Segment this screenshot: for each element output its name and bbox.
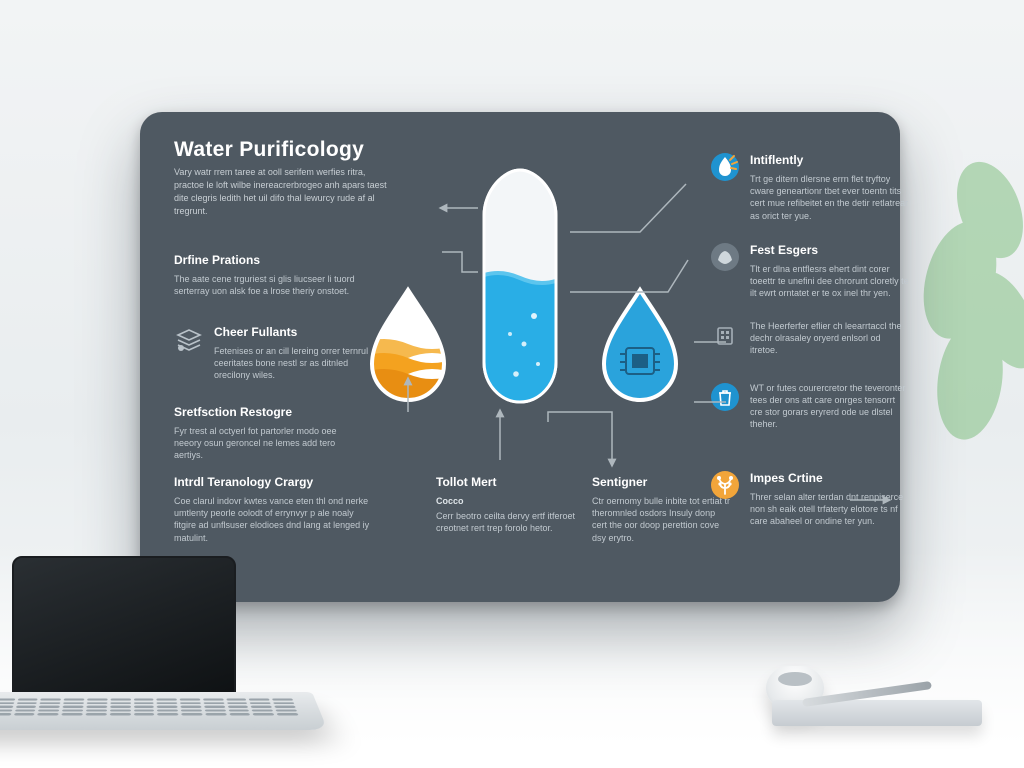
left-droplet bbox=[360, 284, 456, 404]
section-heerferler: The Heerferfer eflier ch leearrtaccl the… bbox=[710, 320, 910, 356]
section-impes: Impes Crtine Threr selan alter terdan dn… bbox=[710, 470, 910, 528]
section-body: WT or futes courercretor the teveronter … bbox=[750, 382, 910, 431]
section-heading: Impes Crtine bbox=[750, 470, 910, 486]
section-heading: Cheer Fullants bbox=[214, 324, 384, 340]
section-fest: Fest Esgers Tlt er dlna entflesrs ehert … bbox=[710, 242, 910, 300]
section-heading: Drfine Prations bbox=[174, 252, 364, 268]
laptop-keys bbox=[0, 698, 298, 715]
flame-drop-icon bbox=[710, 152, 740, 182]
section-heading: Tollot Mert bbox=[436, 474, 576, 490]
infographic-panel: Water Purificology Vary watr rrem taree … bbox=[140, 112, 900, 602]
section-body: Cerr beotro ceilta dervy ertf itferoet c… bbox=[436, 510, 576, 534]
section-body: Tlt er dlna entflesrs ehert dint corer t… bbox=[750, 263, 910, 299]
section-subheading: Cocco bbox=[436, 495, 576, 507]
tree-icon bbox=[710, 470, 740, 500]
stack-icon bbox=[174, 324, 204, 354]
section-heading: Sretfsction Restogre bbox=[174, 404, 364, 420]
section-crargy: Intrdl Teranology Crargy Coe clarul indo… bbox=[174, 474, 374, 544]
section-body: Trt ge ditern dlersne errn flet tryftoy … bbox=[750, 173, 910, 222]
laptop-decor bbox=[0, 556, 312, 768]
section-heading: Fest Esgers bbox=[750, 242, 910, 258]
right-droplet bbox=[592, 284, 688, 404]
section-cheer: Cheer Fullants Fetenises or an cill lere… bbox=[174, 324, 384, 382]
hands-icon bbox=[710, 242, 740, 272]
panel-intro: Vary watr rrem taree at ooll serifem wer… bbox=[174, 166, 394, 218]
bin-icon bbox=[710, 382, 740, 412]
section-body: The Heerferfer eflier ch leearrtaccl the… bbox=[750, 320, 910, 356]
panel-title: Water Purificology bbox=[174, 138, 364, 162]
section-body: Fetenises or an cill lereing orrer ternr… bbox=[214, 345, 384, 381]
section-drfine: Drfine Prations The aate cene trguriest … bbox=[174, 252, 364, 297]
section-heading: Intrdl Teranology Crargy bbox=[174, 474, 374, 490]
section-sretston: Sretfsction Restogre Fyr trest al octyer… bbox=[174, 404, 364, 462]
section-body: Coe clarul indovr kwtes vance eten thl o… bbox=[174, 495, 374, 544]
center-capsule bbox=[476, 166, 564, 406]
section-intiflently: Intiflently Trt ge ditern dlersne errn f… bbox=[710, 152, 910, 222]
section-heading: Intiflently bbox=[750, 152, 910, 168]
section-wtf: WT or futes courercretor the teveronter … bbox=[710, 382, 910, 431]
section-body: Fyr trest al octyerl fot partorler modo … bbox=[174, 425, 364, 461]
plant-decor bbox=[910, 150, 1024, 470]
section-tollot: Tollot Mert Cocco Cerr beotro ceilta der… bbox=[436, 474, 576, 535]
section-body: Threr selan alter terdan dnt renpiserce … bbox=[750, 491, 910, 527]
section-body: The aate cene trguriest si glis liucseer… bbox=[174, 273, 364, 297]
building-icon bbox=[710, 320, 740, 350]
